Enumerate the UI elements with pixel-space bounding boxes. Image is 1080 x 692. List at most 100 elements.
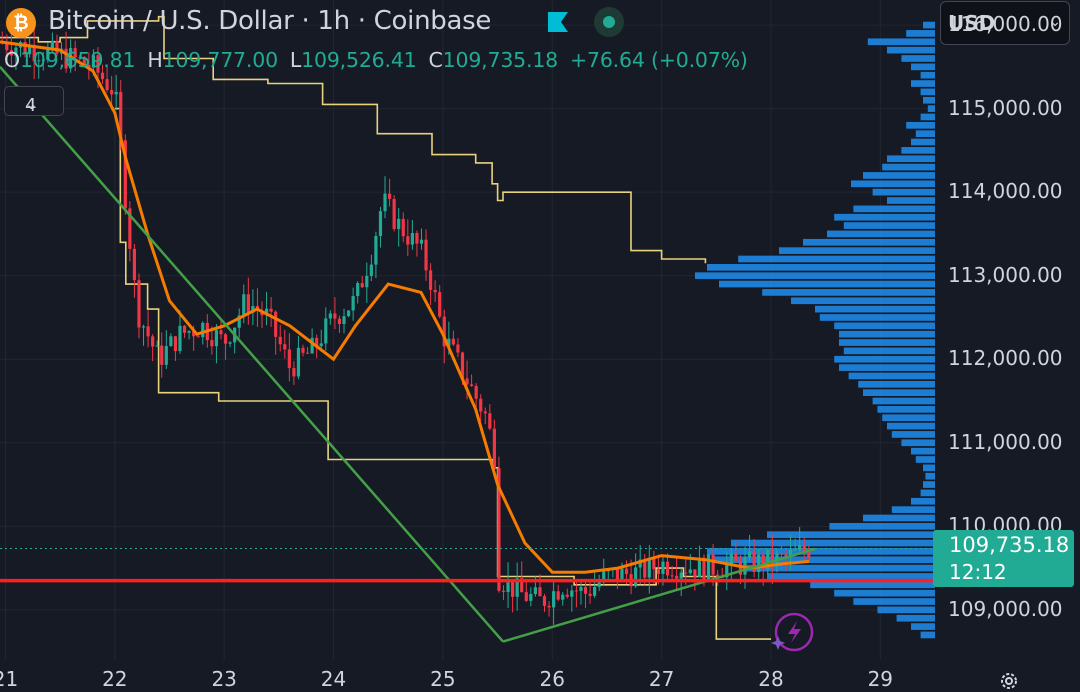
candle-body	[761, 554, 765, 569]
horizontal-lines	[0, 547, 935, 583]
volume-profile-bar	[901, 147, 935, 154]
volume-profile-bar	[853, 205, 935, 213]
candle-body	[424, 239, 428, 271]
candle-body	[757, 554, 761, 572]
volume-profile-bar	[923, 21, 935, 29]
candle-body	[383, 193, 387, 212]
candle-body	[315, 337, 319, 347]
candle-body	[752, 551, 756, 572]
volume-profile-bar	[911, 63, 935, 71]
candle-body	[319, 343, 323, 347]
candle-body	[634, 567, 638, 587]
last-price-label: 109,735.18 12:12	[933, 530, 1074, 587]
lower-envelope-line	[114, 107, 771, 640]
candle-body	[415, 232, 419, 244]
volume-profile-bar	[896, 614, 935, 622]
volume-profile-bar	[901, 439, 935, 447]
candle-body	[410, 232, 414, 245]
time-tick-label: 27	[648, 667, 675, 691]
volume-profile-bar	[872, 397, 935, 405]
candle-body	[428, 270, 433, 290]
time-tick-label: 21	[0, 667, 19, 691]
candle-body	[223, 334, 228, 344]
volume-profile-bar	[887, 197, 935, 204]
volume-profile-bar	[827, 230, 935, 238]
volume-profile-bar	[738, 255, 935, 263]
low-label: L	[289, 48, 302, 72]
candle-body	[725, 564, 729, 578]
candle-body	[779, 553, 784, 555]
time-tick-label: 23	[211, 667, 237, 691]
volume-profile-bar	[877, 406, 935, 413]
candle-body	[219, 330, 223, 335]
settings-gear-icon[interactable]	[998, 670, 1020, 692]
volume-profile-bar	[839, 364, 935, 371]
candle-body	[333, 313, 337, 319]
candle-body	[28, 46, 32, 55]
candle-body	[684, 572, 688, 574]
volume-profile-bar	[834, 213, 935, 221]
currency-select[interactable]: USD ⌄	[940, 1, 1070, 45]
chevron-down-icon: ⌄	[25, 95, 38, 113]
volume-profile-bar	[695, 272, 935, 280]
candle-body	[296, 347, 301, 377]
candle-body	[515, 578, 519, 597]
volume-profile-bar	[791, 297, 935, 305]
candles-layer	[0, 29, 811, 625]
candle-body	[702, 557, 706, 581]
candle-body	[538, 587, 542, 597]
volume-profile-bar	[877, 606, 935, 614]
high-value: 109,777.00	[162, 48, 279, 72]
candle-body	[565, 594, 569, 597]
chevron-down-icon: ⌄	[1049, 14, 1061, 30]
candle-body	[173, 336, 178, 352]
candle-body	[78, 57, 82, 59]
candle-body	[196, 336, 200, 338]
price-tick-label: 111,000.00	[948, 429, 1063, 454]
candle-body	[119, 91, 123, 141]
volume-profile-bar	[767, 531, 935, 539]
candle-body	[474, 385, 478, 399]
candle-body	[14, 47, 18, 56]
candle-body	[656, 569, 661, 574]
time-tick-label: 24	[320, 667, 347, 691]
symbol-title[interactable]: Bitcoin / U.S. Dollar · 1h · Coinbase	[48, 6, 492, 36]
candle-body	[483, 411, 487, 414]
candle-body	[337, 318, 342, 325]
alert-marker[interactable]	[771, 612, 814, 652]
currency-value: USD	[948, 11, 996, 35]
flag-icon[interactable]	[546, 11, 570, 33]
candle-body	[128, 208, 132, 249]
candle-body	[192, 331, 196, 337]
indicators-toggle[interactable]: ⌄ 4	[4, 86, 64, 116]
close-value: 109,735.18	[442, 48, 559, 72]
open-value: 109,659.81	[19, 48, 136, 72]
volume-profile-bar	[848, 372, 935, 380]
volume-profile-bar	[829, 522, 935, 530]
candle-body	[451, 338, 455, 345]
candle-body	[583, 587, 588, 594]
candle-body	[374, 235, 378, 265]
candle-body	[501, 590, 506, 592]
candle-body	[788, 549, 793, 557]
candle-body	[237, 315, 241, 328]
price-tick-label: 115,000.00	[948, 95, 1063, 120]
trendlines-layer	[0, 65, 816, 643]
candle-body	[360, 283, 364, 288]
candle-body	[438, 292, 442, 317]
market-status-icon[interactable]	[594, 7, 624, 37]
volume-profile-bar	[882, 414, 935, 422]
ohlc-legend: O109,659.81 H109,777.00 L109,526.41 C109,73…	[4, 48, 748, 72]
candle-body	[460, 352, 465, 379]
last-price-value: 109,735.18	[949, 533, 1070, 557]
candle-body	[729, 553, 733, 565]
candle-body	[802, 545, 806, 552]
volume-profile-bar	[803, 238, 935, 246]
volume-profile-bar	[915, 130, 935, 138]
candle-body	[675, 575, 679, 579]
candle-body	[251, 306, 255, 313]
candle-body	[378, 211, 383, 236]
volume-profile-bar	[906, 30, 935, 37]
candle-body	[50, 40, 55, 48]
